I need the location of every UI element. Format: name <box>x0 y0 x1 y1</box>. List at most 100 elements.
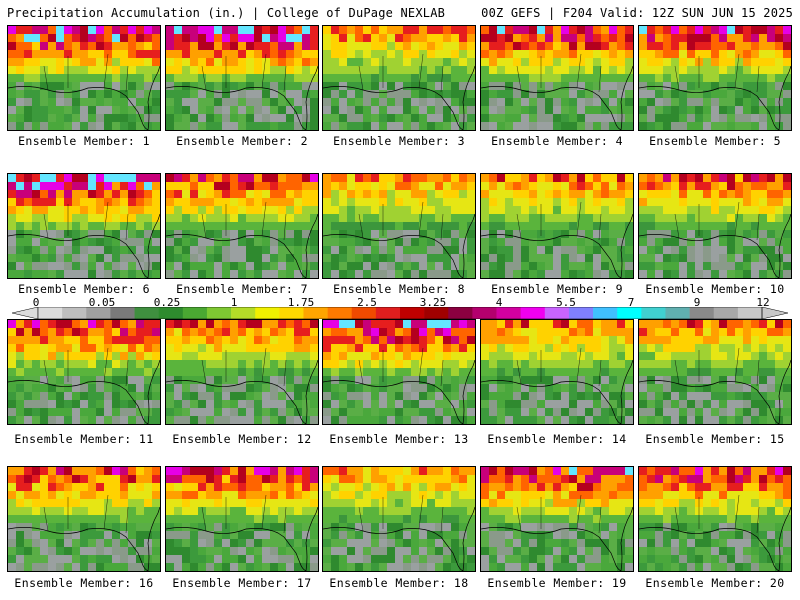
precip-cell <box>687 238 696 247</box>
precip-cell <box>513 82 522 91</box>
precip-cell <box>16 26 25 35</box>
precip-cell <box>687 507 696 516</box>
precip-cell <box>735 246 744 255</box>
precip-cell <box>152 26 160 35</box>
precip-cell <box>467 416 475 424</box>
precip-cell <box>695 50 704 59</box>
precip-cell <box>395 467 404 476</box>
precip-cell <box>529 262 538 271</box>
precip-cell <box>481 368 490 377</box>
precip-cell <box>355 26 364 35</box>
precip-cell <box>112 320 121 329</box>
precip-cell <box>727 475 736 484</box>
precip-cell <box>775 34 784 43</box>
precip-cell <box>775 82 784 91</box>
precip-cell <box>8 328 17 337</box>
precip-cell <box>561 42 570 51</box>
precip-cell <box>339 531 348 540</box>
precip-cell <box>679 238 688 247</box>
precip-cell <box>371 34 380 43</box>
precip-cell <box>32 547 41 556</box>
precip-cell <box>719 499 728 508</box>
precip-cell <box>331 547 340 556</box>
precip-cell <box>663 523 672 532</box>
precip-cell <box>230 82 239 91</box>
precip-cell <box>679 222 688 231</box>
precip-cell <box>120 74 129 83</box>
precip-cell <box>80 507 89 516</box>
precip-cell <box>759 392 768 401</box>
precip-cell <box>270 26 279 35</box>
precip-cell <box>128 82 137 91</box>
precip-cell <box>625 499 633 508</box>
precip-cell <box>120 368 129 377</box>
precip-cell <box>230 214 239 223</box>
precip-cell <box>671 222 680 231</box>
precip-cell <box>174 392 183 401</box>
precip-cell <box>505 320 514 329</box>
precip-cell <box>577 254 586 263</box>
precip-cell <box>617 50 626 59</box>
precip-cell <box>230 98 239 107</box>
precip-cell <box>419 507 428 516</box>
precip-cell <box>467 499 475 508</box>
precip-cell <box>451 214 460 223</box>
precip-cell <box>403 122 412 130</box>
precip-cell <box>174 42 183 51</box>
precip-cell <box>609 230 618 239</box>
precip-cell <box>262 555 271 564</box>
precip-cell <box>104 246 113 255</box>
precip-cell <box>545 384 554 393</box>
precip-cell <box>262 547 271 556</box>
precip-cell <box>302 238 311 247</box>
precip-cell <box>767 368 776 377</box>
precip-cell <box>355 515 364 524</box>
precip-cell <box>262 563 271 571</box>
atlantic-coastline <box>620 65 633 130</box>
precip-cell <box>647 182 656 191</box>
precip-cell <box>719 523 728 532</box>
precip-cell <box>427 547 436 556</box>
atlantic-coastline <box>305 506 318 571</box>
precip-cell <box>144 190 153 199</box>
precip-cell <box>775 360 784 369</box>
precip-cell <box>553 344 562 353</box>
precip-cell <box>286 328 295 337</box>
precip-cell <box>198 214 207 223</box>
precip-cell <box>593 507 602 516</box>
precip-cell <box>166 352 175 361</box>
precip-cell <box>663 206 672 215</box>
precip-cell <box>152 507 160 516</box>
precip-cell <box>190 182 199 191</box>
precip-cell <box>144 483 153 492</box>
precip-cell <box>238 352 247 361</box>
precip-cell <box>144 491 153 500</box>
precip-cell <box>72 174 81 183</box>
precip-cell <box>120 198 129 207</box>
precip-cell <box>695 392 704 401</box>
precip-cell <box>246 174 255 183</box>
precip-cell <box>40 491 49 500</box>
precip-cell <box>775 174 784 183</box>
precip-cell <box>48 58 57 67</box>
precip-cell <box>395 376 404 385</box>
precip-cell <box>166 360 175 369</box>
precip-cell <box>80 384 89 393</box>
precip-cell <box>254 74 263 83</box>
precip-cell <box>481 563 490 571</box>
precip-cell <box>767 26 776 35</box>
precip-cell <box>96 66 105 75</box>
precip-cell <box>695 106 704 115</box>
precip-cell <box>379 230 388 239</box>
precip-cell <box>489 384 498 393</box>
precip-cell <box>751 408 760 417</box>
precip-cell <box>663 214 672 223</box>
precip-cell <box>639 400 648 409</box>
precip-cell <box>48 483 57 492</box>
precip-cell <box>505 408 514 417</box>
precip-cell <box>363 392 372 401</box>
precip-cell <box>695 344 704 353</box>
precip-cell <box>609 507 618 516</box>
precip-cell <box>719 74 728 83</box>
precip-cell <box>64 352 73 361</box>
